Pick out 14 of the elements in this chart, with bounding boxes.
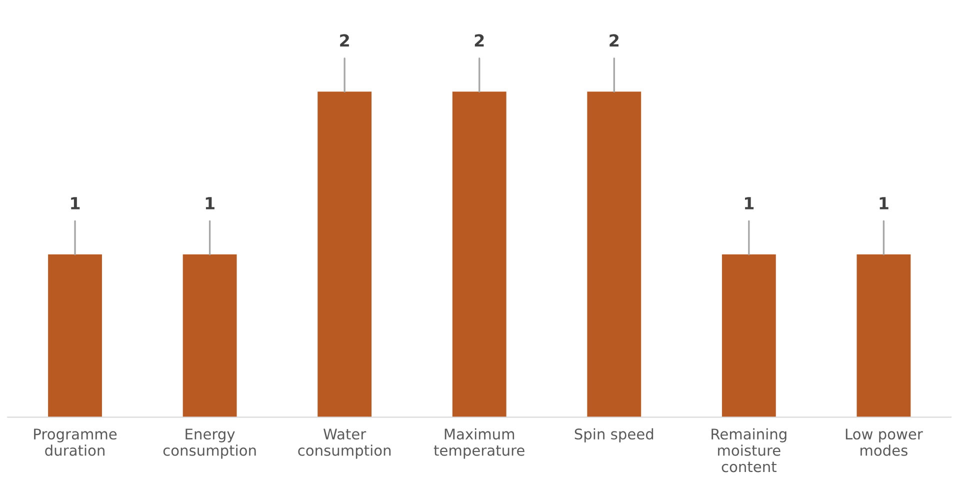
x-tick-label: Maximum temperature: [434, 428, 524, 459]
x-tick-label: Energy consumption: [163, 428, 256, 459]
x-tick-label: Remaining moisture content: [712, 428, 786, 472]
data-label: 2: [474, 34, 484, 47]
x-tick-label: Programme duration: [34, 428, 117, 456]
data-label: 2: [610, 34, 618, 47]
x-tick-label: Low power modes: [846, 428, 923, 456]
data-label: 1: [206, 197, 214, 210]
data-label: 1: [71, 197, 80, 210]
data-label: 2: [340, 34, 349, 47]
x-tick-label: Spin speed: [574, 428, 654, 442]
x-tick-label: Water consumption: [298, 428, 391, 459]
data-label: 1: [880, 197, 888, 210]
data-label: 1: [745, 197, 754, 210]
